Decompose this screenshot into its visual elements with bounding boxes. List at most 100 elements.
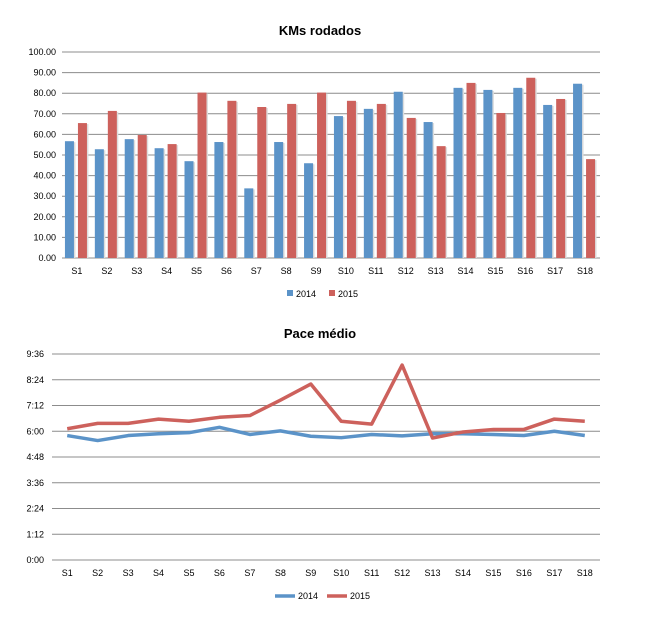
bar-2014-S5 — [185, 161, 194, 258]
bar-2014-S6 — [214, 142, 223, 258]
y-tick-label: 4:48 — [26, 452, 44, 462]
bar-2014-S3 — [125, 139, 134, 258]
bar-2015-S11 — [377, 104, 386, 258]
y-tick-label: 100.00 — [28, 47, 56, 57]
bar-2014-S16 — [513, 88, 522, 258]
bar-2015-S15 — [496, 113, 505, 258]
x-tick-label: S7 — [251, 266, 262, 276]
bar-2015-S6 — [227, 101, 236, 258]
bar-2015-S3 — [138, 135, 147, 258]
x-tick-label: S11 — [368, 266, 383, 276]
y-tick-label: 60.00 — [33, 129, 56, 139]
bar-2015-S7 — [257, 107, 266, 258]
bar-2014-S4 — [155, 148, 164, 258]
x-tick-label: S14 — [455, 568, 471, 578]
x-tick-label: S13 — [425, 568, 441, 578]
y-tick-label: 6:00 — [26, 426, 44, 436]
x-tick-label: S17 — [546, 568, 562, 578]
bar-2014-S12 — [394, 92, 403, 258]
y-tick-label: 1:12 — [26, 529, 44, 539]
y-tick-label: 20.00 — [33, 212, 56, 222]
x-tick-label: S10 — [333, 568, 349, 578]
y-tick-label: 90.00 — [33, 68, 56, 78]
bar-2015-S18 — [586, 159, 595, 258]
x-tick-label: S4 — [153, 568, 164, 578]
bar-chart: 0.0010.0020.0030.0040.0050.0060.0070.008… — [28, 47, 600, 299]
y-tick-label: 70.00 — [33, 109, 56, 119]
bar-2015-S2 — [108, 111, 117, 258]
bar-2015-S16 — [526, 78, 535, 258]
x-tick-label: S4 — [161, 266, 172, 276]
y-tick-label: 9:36 — [26, 349, 44, 359]
x-tick-label: S9 — [311, 266, 322, 276]
legend-label-2014: 2014 — [298, 591, 318, 601]
bar-2014-S17 — [543, 105, 552, 258]
x-tick-label: S15 — [485, 568, 501, 578]
y-tick-label: 0:00 — [26, 555, 44, 565]
x-tick-label: S15 — [487, 266, 503, 276]
x-tick-label: S5 — [191, 266, 202, 276]
y-tick-label: 80.00 — [33, 88, 56, 98]
x-tick-label: S8 — [275, 568, 286, 578]
x-tick-label: S1 — [62, 568, 73, 578]
x-tick-label: S14 — [457, 266, 473, 276]
bar-2014-S8 — [274, 142, 283, 258]
legend-label-2015: 2015 — [350, 591, 370, 601]
bar-2014-S18 — [573, 84, 582, 258]
line-series-2015 — [67, 365, 585, 438]
x-tick-label: S18 — [577, 266, 593, 276]
legend-label-2015: 2015 — [338, 289, 358, 299]
bar-2015-S10 — [347, 101, 356, 258]
bar-2015-S1 — [78, 123, 87, 258]
legend-label-2014: 2014 — [296, 289, 316, 299]
line-chart: 0:00 1:12 2:24 3:36 4:48 6:00 7:12 8:24 9:36 S1 S2… — [26, 349, 600, 601]
bar-2014-S11 — [364, 109, 373, 258]
x-tick-label: S3 — [123, 568, 134, 578]
x-tick-label: S3 — [131, 266, 142, 276]
y-tick-label: 7:12 — [26, 401, 44, 411]
bar-2014-S9 — [304, 163, 313, 258]
x-tick-label: S6 — [214, 568, 225, 578]
x-tick-label: S16 — [517, 266, 533, 276]
x-tick-label: S2 — [101, 266, 112, 276]
x-tick-label: S5 — [183, 568, 194, 578]
x-tick-label: S12 — [394, 568, 410, 578]
bar-2015-S5 — [198, 93, 207, 258]
x-tick-label: S10 — [338, 266, 354, 276]
bar-2014-S1 — [65, 141, 74, 258]
y-tick-label: 8:24 — [26, 375, 44, 385]
x-tick-label: S17 — [547, 266, 563, 276]
bar-chart-title: KMs rodados — [279, 23, 361, 38]
bar-2015-S12 — [407, 118, 416, 258]
y-tick-label: 0.00 — [38, 253, 56, 263]
y-tick-label: 50.00 — [33, 150, 56, 160]
y-tick-label: 3:36 — [26, 478, 44, 488]
x-tick-label: S13 — [428, 266, 444, 276]
x-tick-label: S1 — [71, 266, 82, 276]
x-tick-label: S16 — [516, 568, 532, 578]
bar-2014-S7 — [244, 188, 253, 258]
y-tick-label: 2:24 — [26, 504, 44, 514]
bar-2014-S14 — [454, 88, 463, 258]
legend-swatch-2015 — [329, 290, 335, 296]
bar-2014-S2 — [95, 149, 104, 258]
x-tick-label: S7 — [244, 568, 255, 578]
bar-2014-S15 — [483, 90, 492, 258]
bar-2015-S4 — [168, 144, 177, 258]
y-tick-label: 40.00 — [33, 171, 56, 181]
x-tick-label: S11 — [364, 568, 379, 578]
x-tick-label: S18 — [577, 568, 593, 578]
x-tick-label: S9 — [305, 568, 316, 578]
x-tick-label: S2 — [92, 568, 103, 578]
bar-2014-S13 — [424, 122, 433, 258]
line-chart-title: Pace médio — [284, 326, 356, 341]
bar-2015-S17 — [556, 99, 565, 258]
bar-2015-S13 — [437, 146, 446, 258]
bar-2015-S8 — [287, 104, 296, 258]
bar-2015-S14 — [467, 83, 476, 258]
legend-swatch-2014 — [287, 290, 293, 296]
x-tick-label: S6 — [221, 266, 232, 276]
x-tick-label: S8 — [281, 266, 292, 276]
